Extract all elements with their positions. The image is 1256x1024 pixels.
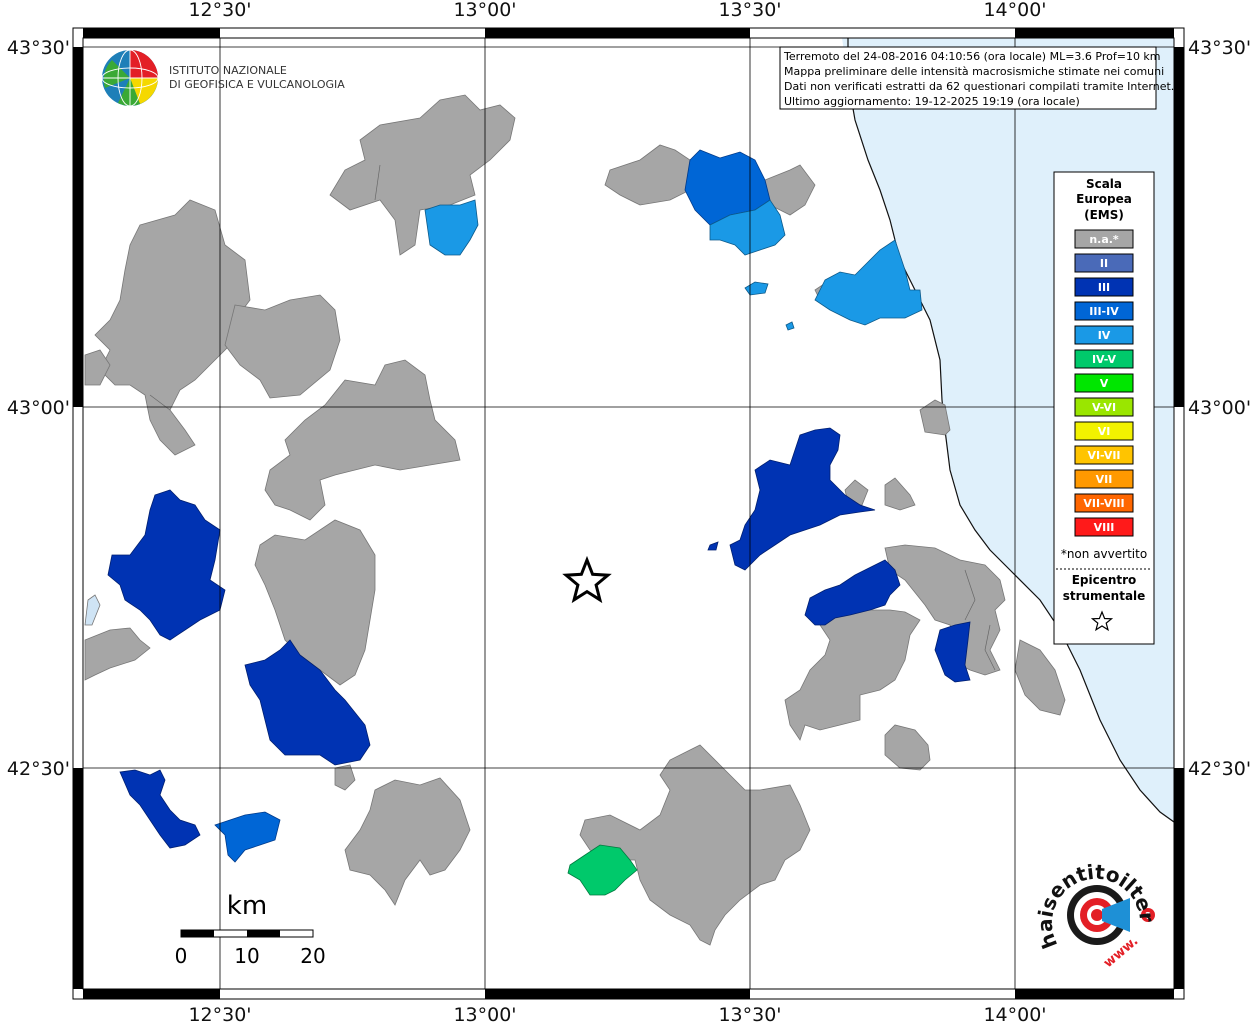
legend-swatch [1074,517,1134,537]
coastline [847,38,1175,823]
legend-title: (EMS) [1084,208,1124,222]
lon-label-top: 14°00' [983,0,1046,21]
legend-swatch [1074,397,1134,417]
question-icon [1141,908,1155,922]
legend-swatch [1074,301,1134,321]
lat-label-left: 42°30' [7,758,70,780]
legend-swatch [1074,325,1134,345]
legend-swatch [1074,253,1134,273]
scale-tick: 20 [300,944,325,968]
legend-swatch [1074,469,1134,489]
lat-label-left: 43°30' [7,37,70,59]
legend-swatch [1074,373,1134,393]
lon-label-top: 12°30' [188,0,251,21]
legend-swatch [1074,421,1134,441]
legend-swatch-label: IV [1098,329,1111,342]
lon-label-top: 13°30' [718,0,781,21]
legend-swatch-label: VII [1096,473,1113,486]
legend-swatch-label: VIII [1094,521,1115,534]
ems-legend: Scala Europea (EMS) n.a.*IIIIIIII-IVIVIV… [1053,171,1155,645]
star-icon [1090,610,1114,632]
legend-swatch-label: V-VI [1092,401,1116,414]
legend-swatch-label: III [1098,281,1110,294]
event-info-line: Mappa preliminare delle intensità macros… [784,65,1164,78]
lat-label-left: 43°00' [7,397,70,419]
legend-swatch-label: VI-VII [1087,449,1120,462]
legend-epicenter-label: strumentale [1063,589,1146,603]
lon-label-top: 13°00' [453,0,516,21]
lon-label-bottom: 14°00' [983,1004,1046,1024]
legend-swatch-label: II [1100,257,1108,270]
svg-text:?: ? [1145,911,1151,922]
lon-label-bottom: 13°00' [453,1004,516,1024]
scale-unit: km [227,891,267,921]
municipalities-III [107,427,971,849]
municipalities-IV [424,199,923,331]
municipality-borders [149,164,996,671]
event-info-line: Ultimo aggiornamento: 19-12-2025 19:19 (… [784,95,1080,108]
epicenter-star-icon [562,555,612,604]
lat-label-right: 43°30' [1188,37,1251,59]
ingv-name-line1: ISTITUTO NAZIONALE [169,64,287,77]
municipalities-na [84,94,1066,946]
event-info-line: Dati non verificati estratti da 62 quest… [784,80,1174,93]
legend-swatch-label: III-IV [1089,305,1119,318]
legend-swatch [1074,229,1134,249]
legend-swatch-label: V [1100,377,1109,390]
legend-swatch [1074,277,1134,297]
municipalities-IV-V [567,844,638,896]
legend-swatch [1074,445,1134,465]
ingv-logo: ISTITUTO NAZIONALE DI GEOFISICA E VULCAN… [101,49,345,107]
lat-label-right: 42°30' [1188,758,1251,780]
legend-swatch-label: VI [1098,425,1111,438]
map-frame [72,27,1185,1000]
scale-tick: 0 [175,944,188,968]
legend-swatch-label: n.a.* [1089,233,1119,246]
legend-swatch [1074,349,1134,369]
scale-bar: km 0 10 20 [175,891,326,968]
event-info-box: Terremoto del 24-08-2016 04:10:56 (ora l… [779,46,1174,110]
legend-note: *non avvertito [1061,547,1147,561]
scale-tick: 10 [234,944,259,968]
lon-label-bottom: 13°30' [718,1004,781,1024]
lat-label-right: 43°00' [1188,397,1251,419]
legend-title: Scala [1086,177,1122,191]
legend-items: n.a.*IIIIIIII-IVIVIV-VVV-VIVIVI-VIIVIIVI… [1074,229,1134,537]
lon-label-bottom: 12°30' [188,1004,251,1024]
event-info-line: Terremoto del 24-08-2016 04:10:56 (ora l… [783,50,1161,63]
legend-swatch [1074,493,1134,513]
graticule [83,38,1174,989]
legend-epicenter-label: Epicentro [1072,573,1137,587]
ingv-name-line2: DI GEOFISICA E VULCANOLOGIA [169,78,345,91]
legend-swatch-label: IV-V [1092,353,1117,366]
legend-title: Europea [1076,192,1132,206]
legend-swatch-label: VII-VIII [1083,497,1124,510]
